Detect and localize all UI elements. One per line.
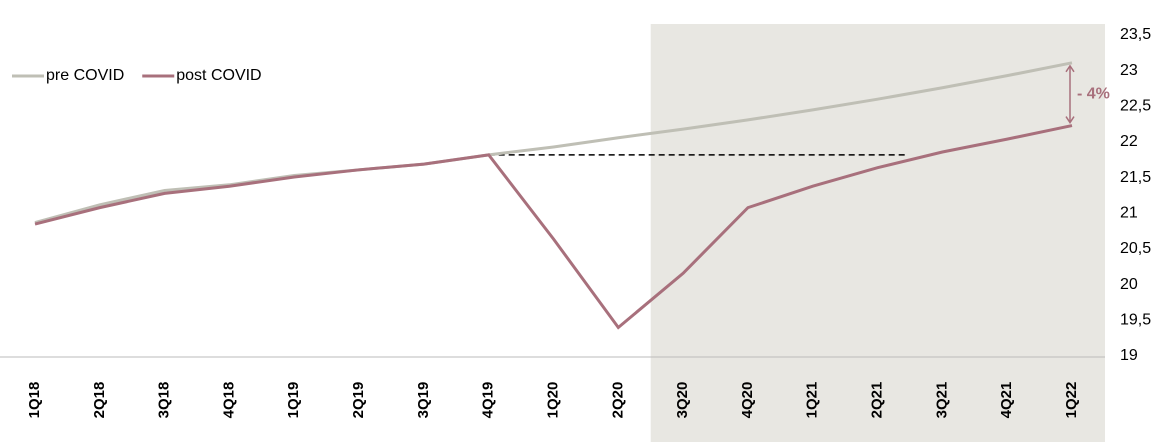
y-tick-label: 23 — [1120, 62, 1138, 79]
x-tick-label: 4Q20 — [739, 382, 756, 419]
y-tick-label: 21 — [1120, 205, 1138, 222]
x-tick-label: 3Q19 — [415, 382, 432, 419]
y-tick-label: 19 — [1120, 347, 1138, 364]
x-tick-label: 4Q19 — [480, 382, 497, 419]
x-tick-label: 3Q20 — [674, 382, 691, 419]
x-tick-label: 2Q18 — [91, 382, 108, 419]
x-tick-label: 3Q21 — [933, 382, 950, 419]
x-tick-label: 4Q18 — [220, 382, 237, 419]
arrow-head — [1065, 64, 1075, 124]
annotation: - 4% — [1077, 85, 1110, 102]
y-tick-label: 22,5 — [1120, 98, 1151, 115]
x-tick-label: 1Q19 — [285, 382, 302, 419]
x-tick-label: 1Q20 — [544, 382, 561, 419]
series-line — [34, 124, 1073, 330]
legend-label: post COVID — [176, 67, 261, 84]
y-tick-label: 23,5 — [1120, 26, 1151, 43]
legend-label: pre COVID — [46, 67, 124, 84]
x-tick-label: 4Q21 — [998, 382, 1015, 419]
x-tick-label: 1Q18 — [26, 382, 43, 419]
series-line — [34, 61, 1073, 225]
forecast-shade — [650, 24, 1105, 442]
y-tick-label: 20,5 — [1120, 240, 1151, 257]
y-tick-label: 20 — [1120, 276, 1138, 293]
y-tick-label: 22 — [1120, 133, 1138, 150]
x-tick-label: 1Q21 — [804, 382, 821, 419]
x-tick-label: 2Q19 — [350, 382, 367, 419]
x-tick-label: 3Q18 — [156, 382, 173, 419]
y-tick-label: 21,5 — [1120, 169, 1151, 186]
y-tick-label: 19,5 — [1120, 312, 1151, 329]
x-tick-label: 2Q21 — [869, 382, 886, 419]
x-tick-label: 1Q22 — [1063, 382, 1080, 419]
x-tick-label: 2Q20 — [609, 382, 626, 419]
